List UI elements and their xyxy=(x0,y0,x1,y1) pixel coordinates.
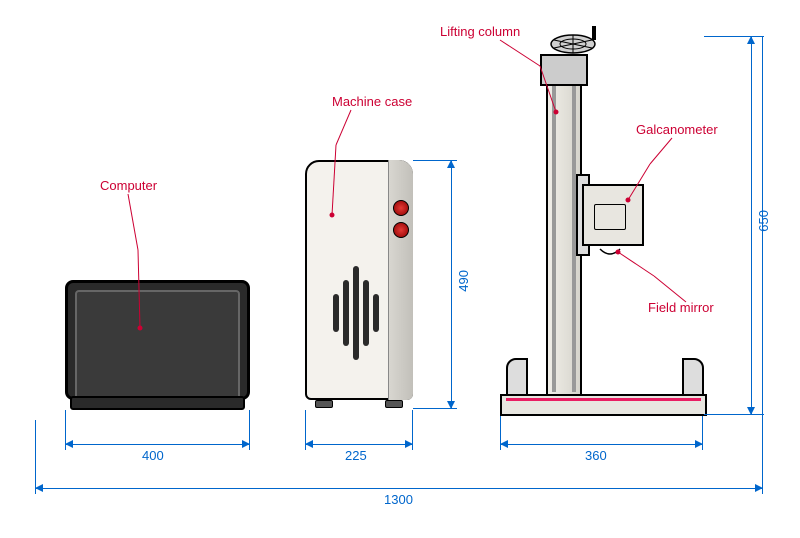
dim-label-stand-height: 650 xyxy=(756,210,771,232)
dim-arrow xyxy=(35,484,43,492)
dim-ext xyxy=(35,420,36,494)
machine-case-side xyxy=(388,160,413,400)
stand-support-left xyxy=(506,358,528,398)
computer xyxy=(65,280,250,410)
stand-assembly xyxy=(500,54,732,416)
handwheel-icon xyxy=(550,34,596,54)
machine-case-feet xyxy=(313,400,405,408)
computer-screen xyxy=(75,290,240,400)
machine-vents xyxy=(333,260,381,366)
dim-arrow xyxy=(500,440,508,448)
callout-label-lifting-column: Lifting column xyxy=(440,24,520,39)
galvanometer xyxy=(582,184,644,246)
dim-label-stand-width: 360 xyxy=(585,448,607,463)
callout-label-computer: Computer xyxy=(100,178,157,193)
dim-arrow xyxy=(755,484,763,492)
stand-base xyxy=(500,394,707,416)
dim-ext xyxy=(762,36,763,494)
dim-label-machine-height: 490 xyxy=(456,270,471,292)
machine-button-bottom xyxy=(393,222,409,238)
column-top-cap xyxy=(540,54,588,86)
dim-label-machine-width: 225 xyxy=(345,448,367,463)
field-mirror-lens xyxy=(600,246,620,256)
callout-label-machine: Machine case xyxy=(332,94,412,109)
dim-line-machine-height xyxy=(451,160,452,409)
drawing-canvas: Computer Machine case Lifting column Gal… xyxy=(0,0,800,538)
dim-label-computer-width: 400 xyxy=(142,448,164,463)
dim-arrow xyxy=(405,440,413,448)
computer-base xyxy=(70,396,245,410)
dim-label-total-width: 1300 xyxy=(384,492,413,507)
dim-line-stand-width xyxy=(500,444,703,445)
dim-line-computer-width xyxy=(65,444,250,445)
dim-ext xyxy=(704,414,764,415)
stand-base-accent xyxy=(506,398,701,401)
dim-arrow xyxy=(695,440,703,448)
callout-label-field-mirror: Field mirror xyxy=(648,300,714,315)
galvanometer-aperture xyxy=(594,204,626,230)
dim-line-machine-width xyxy=(305,444,413,445)
dim-arrow xyxy=(447,401,455,409)
machine-button-top xyxy=(393,200,409,216)
dim-line-stand-height xyxy=(751,36,752,415)
machine-case xyxy=(305,160,413,408)
dim-arrow xyxy=(747,407,755,415)
callout-label-galvanometer: Galcanometer xyxy=(636,122,718,137)
dim-line-total-width xyxy=(35,488,763,489)
dim-arrow xyxy=(242,440,250,448)
dim-ext xyxy=(704,36,764,37)
dim-arrow xyxy=(447,160,455,168)
stand-support-right xyxy=(682,358,704,398)
dim-arrow xyxy=(65,440,73,448)
dim-arrow xyxy=(747,36,755,44)
dim-arrow xyxy=(305,440,313,448)
